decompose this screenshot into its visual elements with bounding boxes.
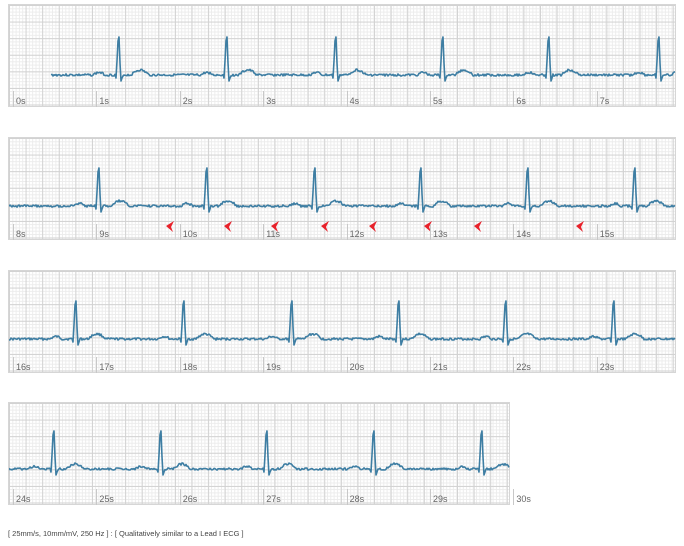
tick-mark <box>179 91 181 107</box>
time-tick-label: 5s <box>433 96 443 106</box>
tick-mark <box>179 357 181 373</box>
tick-mark <box>430 224 431 240</box>
ecg-trace-svg <box>9 300 676 346</box>
tick-mark <box>430 357 431 373</box>
time-tick-label: 7s <box>599 96 610 106</box>
tick-mark <box>13 489 14 505</box>
ecg-trace <box>9 430 510 476</box>
red-arrow-marker-icon <box>424 221 432 232</box>
red-arrow-marker-icon <box>271 221 279 232</box>
time-tick-label: 4s <box>349 96 360 106</box>
tick-mark <box>13 91 14 107</box>
tick-mark <box>346 91 348 107</box>
ecg-trace-svg <box>50 36 676 82</box>
time-tick-label: 13s <box>433 229 448 239</box>
time-tick-label: 1s <box>99 96 109 106</box>
tick-mark <box>513 224 515 240</box>
tick-mark <box>596 91 598 107</box>
red-arrow-marker-icon <box>224 221 232 232</box>
red-arrow-marker-icon <box>576 221 584 232</box>
time-tick-label: 29s <box>433 494 448 504</box>
time-tick-label: 12s <box>349 229 365 239</box>
ecg-strip-3 <box>8 270 676 373</box>
tick-mark <box>263 357 265 373</box>
time-tick-label: 22s <box>516 362 531 372</box>
tick-mark <box>513 357 515 373</box>
tick-mark <box>596 357 598 373</box>
tick-mark <box>513 91 515 107</box>
time-tick-label: 27s <box>266 494 281 504</box>
tick-mark <box>179 224 181 240</box>
ecg-trace <box>9 300 676 346</box>
ecg-strip-1 <box>8 4 676 107</box>
recording-caption: [ 25mm/s, 10mm/mV, 250 Hz ] : [ Qualitat… <box>8 529 244 538</box>
time-tick-label: 20s <box>349 362 365 372</box>
time-tick-label: 23s <box>599 362 615 372</box>
time-tick-label: 25s <box>99 494 114 504</box>
time-tick-label: 6s <box>516 96 526 106</box>
time-tick-label: 3s <box>266 96 276 106</box>
tick-mark <box>263 489 265 505</box>
tick-mark <box>346 357 348 373</box>
time-tick-label: 28s <box>349 494 365 504</box>
time-tick-label: 9s <box>99 229 109 239</box>
tick-mark <box>96 489 98 505</box>
tick-mark <box>96 357 98 373</box>
ecg-trace-svg <box>9 430 510 476</box>
time-tick-label: 0s <box>16 96 26 106</box>
ecg-trace <box>9 167 676 213</box>
time-tick-label: 18s <box>182 362 198 372</box>
tick-mark <box>596 224 598 240</box>
time-tick-label: 30s <box>516 494 531 504</box>
time-tick-label: 19s <box>266 362 281 372</box>
tick-mark <box>263 224 265 240</box>
time-tick-label: 17s <box>99 362 114 372</box>
tick-mark <box>13 224 14 240</box>
ecg-strip-2 <box>8 137 676 240</box>
tick-mark <box>13 357 14 373</box>
time-tick-label: 21s <box>433 362 448 372</box>
tick-mark <box>263 91 265 107</box>
tick-mark <box>179 489 181 505</box>
time-tick-label: 24s <box>16 494 31 504</box>
red-arrow-marker-icon <box>369 221 377 232</box>
ecg-trace-svg <box>9 167 676 232</box>
time-tick-label: 11s <box>266 229 281 239</box>
tick-mark <box>96 91 98 107</box>
time-tick-label: 26s <box>182 494 198 504</box>
ecg-trace <box>50 36 676 82</box>
ecg-strip-4 <box>8 402 510 505</box>
tick-mark <box>346 489 348 505</box>
time-tick-label: 15s <box>599 229 615 239</box>
tick-mark <box>430 91 431 107</box>
time-tick-label: 8s <box>16 229 26 239</box>
time-tick-label: 2s <box>182 96 193 106</box>
red-arrow-marker-icon <box>474 221 482 232</box>
tick-mark <box>430 489 431 505</box>
time-tick-label: 10s <box>182 229 198 239</box>
tick-mark <box>346 224 348 240</box>
tick-mark <box>513 489 515 505</box>
red-arrow-marker-icon <box>166 221 174 232</box>
time-tick-label: 14s <box>516 229 531 239</box>
time-tick-label: 16s <box>16 362 31 372</box>
tick-mark <box>96 224 98 240</box>
red-arrow-marker-icon <box>321 221 329 232</box>
